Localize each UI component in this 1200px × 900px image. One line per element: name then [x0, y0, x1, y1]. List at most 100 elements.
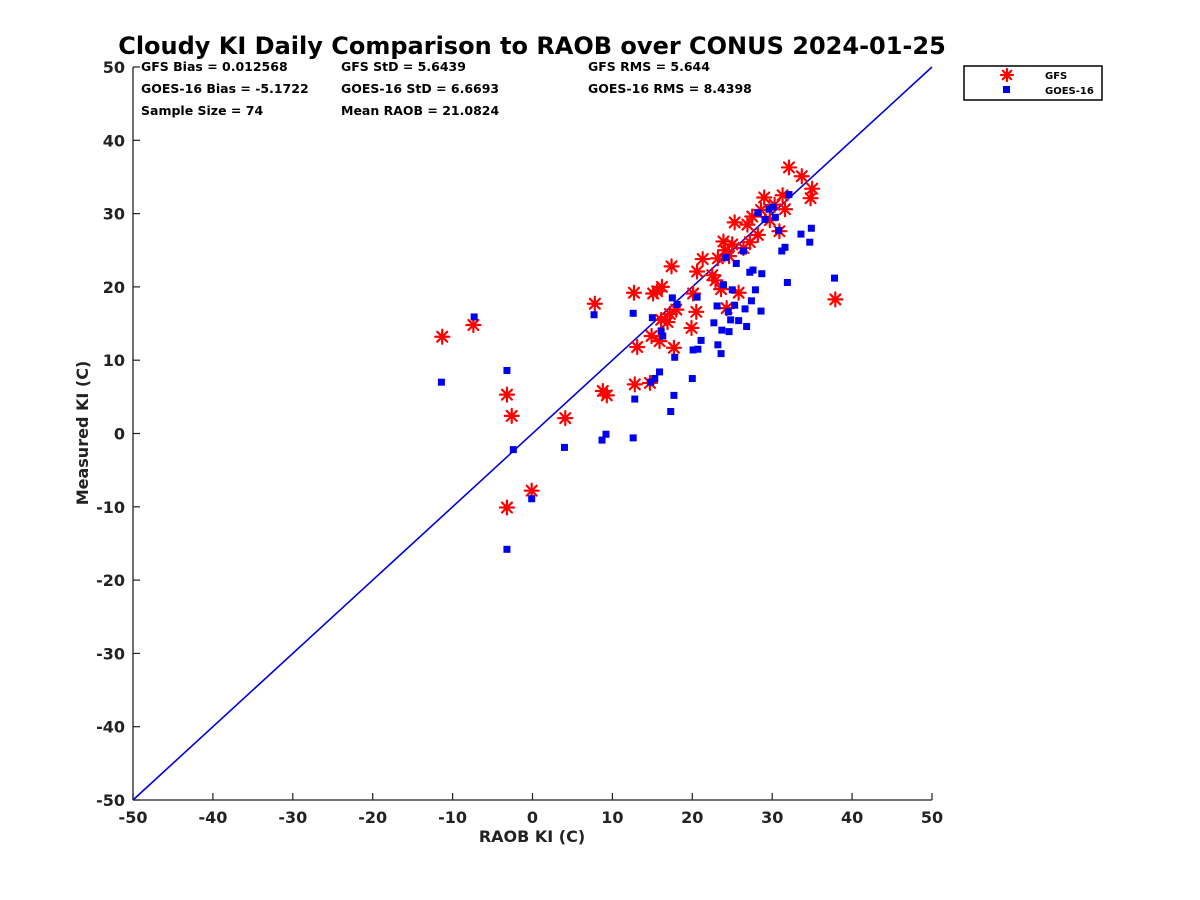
legend: GFS GOES-16 [963, 65, 1103, 101]
goes16-point [694, 345, 702, 353]
gfs-point [741, 234, 758, 251]
goes16-point [797, 230, 805, 238]
x-tick-label: 20 [681, 808, 703, 827]
goes16-point [765, 205, 773, 213]
x-tick-label: -30 [278, 808, 307, 827]
goes16-point [722, 254, 730, 262]
gfs-point [780, 159, 798, 176]
y-tick-label: -20 [96, 571, 125, 590]
goes16-point [509, 446, 517, 454]
x-tick-label: 0 [527, 808, 538, 827]
goes16-point [713, 302, 721, 310]
chart-title: Cloudy KI Daily Comparison to RAOB over … [118, 32, 946, 60]
y-tick-label: -40 [96, 718, 125, 737]
goes16-point [689, 346, 697, 354]
goes16-point [769, 203, 777, 211]
goes16-point [659, 332, 667, 340]
goes16-point [656, 368, 664, 376]
stat-goes16-bias: GOES-16 Bias = -5.1722 [141, 81, 309, 96]
stat-sample-size: Sample Size = 74 [141, 103, 263, 118]
x-axis-ticks: -50 -40 -30 -20 -10 0 10 20 30 40 50 [119, 793, 943, 827]
goes16-point [560, 443, 568, 451]
gfs-point [498, 499, 516, 516]
goes16-point [647, 378, 655, 386]
legend-box [963, 65, 1103, 101]
goes16-point [781, 243, 789, 251]
goes16-point [747, 297, 755, 305]
gfs-point [498, 386, 516, 403]
goes16-point [719, 281, 727, 289]
goes16-point [629, 309, 637, 317]
goes16-series [437, 191, 839, 553]
goes16-point [783, 279, 791, 287]
goes16-point [671, 353, 679, 361]
y-axis-ticks: -50 -40 -30 -20 -10 0 10 20 30 40 50 [96, 58, 140, 810]
goes16-point [631, 395, 639, 403]
goes16-point [732, 259, 740, 267]
gfs-point [663, 258, 680, 275]
goes16-point [697, 336, 705, 344]
gfs-point [665, 339, 683, 356]
one-to-one-reference-line [132, 66, 933, 801]
goes16-point [717, 350, 725, 358]
x-tick-label: 30 [761, 808, 783, 827]
goes16-point [673, 300, 681, 308]
x-tick-label: 50 [921, 808, 943, 827]
goes16-point [728, 286, 736, 294]
goes16-point [667, 408, 675, 416]
goes16-point [590, 311, 598, 319]
goes16-point [743, 322, 751, 330]
gfs-point [598, 387, 615, 404]
x-tick-label: -50 [119, 808, 148, 827]
gfs-point [793, 168, 810, 185]
goes16-point [735, 317, 743, 325]
goes16-point [761, 215, 769, 223]
y-tick-label: -10 [96, 498, 125, 517]
y-tick-label: 30 [103, 205, 125, 224]
goes16-point [648, 314, 656, 322]
gfs-point [804, 180, 821, 197]
y-tick-label: 40 [103, 131, 125, 150]
goes16-point [771, 213, 779, 221]
goes16-point [731, 301, 739, 309]
gfs-series [434, 159, 844, 516]
goes16-point [725, 328, 733, 336]
x-axis-label: RAOB KI (C) [479, 827, 585, 846]
goes16-point [757, 307, 765, 315]
goes16-point [758, 270, 766, 278]
gfs-point [625, 284, 643, 301]
stat-goes16-std: GOES-16 StD = 6.6693 [341, 81, 499, 96]
gfs-point [586, 295, 603, 312]
y-tick-label: -30 [96, 644, 125, 663]
goes16-point [741, 305, 749, 313]
gfs-point [827, 291, 844, 308]
goes16-point [503, 366, 511, 374]
goes16-point [503, 545, 511, 553]
gfs-point [434, 328, 451, 345]
legend-gfs-asterisk [999, 67, 1015, 83]
gfs-point [726, 214, 743, 231]
goes16-point [718, 326, 726, 334]
stat-goes16-rms: GOES-16 RMS = 8.4398 [588, 81, 752, 96]
goes16-point [629, 434, 637, 442]
gfs-point [653, 278, 671, 295]
goes16-point [710, 319, 718, 327]
goes16-point [806, 238, 814, 246]
legend-goes16-label: GOES-16 [1045, 86, 1094, 97]
legend-goes16-marker [1003, 86, 1010, 93]
x-tick-label: 10 [601, 808, 623, 827]
stat-gfs-rms: GFS RMS = 5.644 [588, 59, 710, 74]
goes16-point [688, 375, 696, 383]
gfs-point [688, 303, 705, 320]
gfs-point [756, 189, 773, 206]
gfs-point [749, 226, 766, 243]
y-tick-label: 20 [103, 278, 125, 297]
goes16-point [714, 341, 722, 349]
gfs-point [802, 190, 819, 207]
goes16-point [598, 436, 606, 444]
gfs-point [744, 208, 761, 225]
legend-gfs-label: GFS [1045, 71, 1067, 82]
gfs-point [688, 263, 706, 280]
